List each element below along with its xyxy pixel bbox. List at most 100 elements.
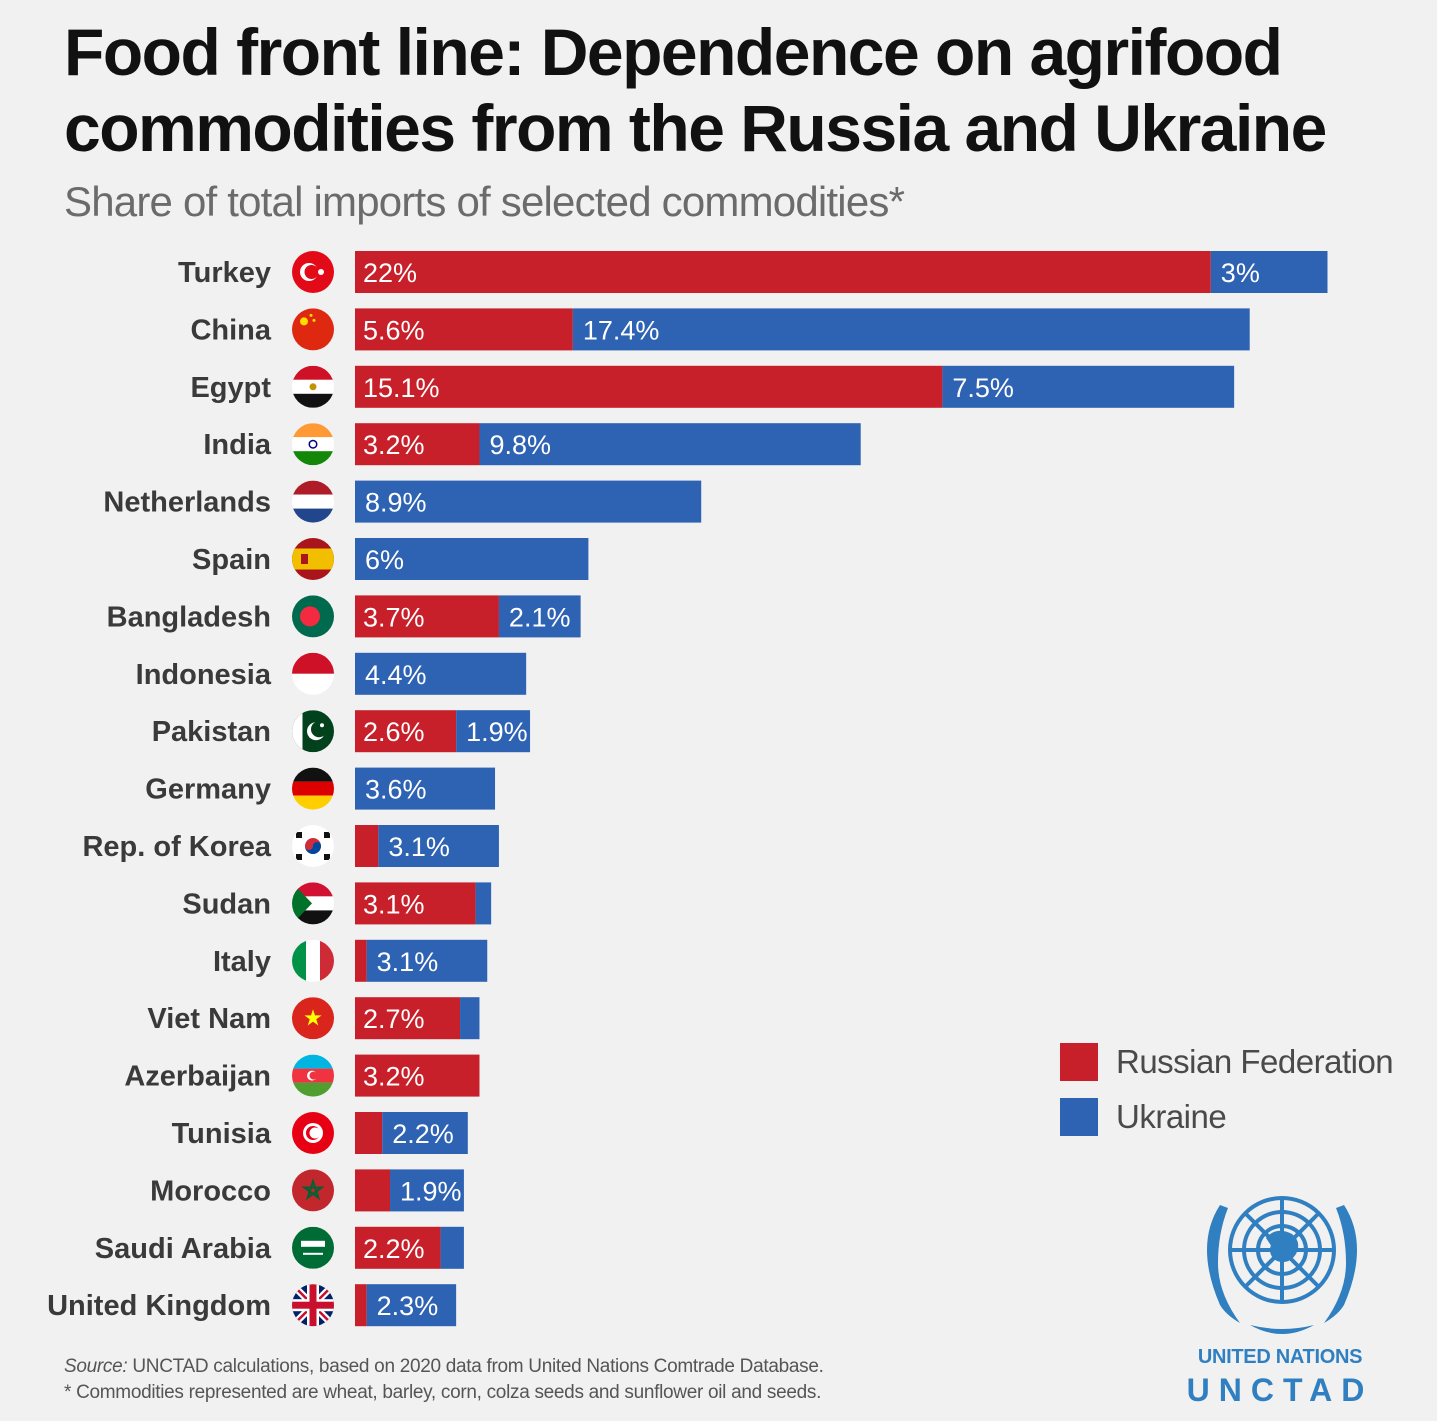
bar-ukraine-bangladesh: [498, 595, 581, 638]
bar-ukraine-sudan: [475, 882, 492, 925]
legend-item-russia: Russian Federation: [1060, 1034, 1394, 1089]
bangladesh-flag-icon: [292, 595, 334, 638]
data-label-ukraine-germany: 3.6%: [365, 775, 427, 805]
data-label-ukraine-pakistan: 1.9%: [466, 717, 528, 747]
bar-russia-egypt: [355, 365, 943, 408]
bar-ukraine-india: [479, 423, 861, 466]
netherlands-flag-icon: [292, 480, 334, 523]
data-label-ukraine-bangladesh: 2.1%: [509, 602, 571, 632]
uk-flag-icon: [292, 1284, 334, 1327]
bar-ukraine-indonesia: [355, 652, 527, 695]
country-label-sudan: Sudan: [182, 888, 271, 920]
country-label-italy: Italy: [213, 946, 271, 978]
un-emblem-icon: [1207, 1196, 1357, 1334]
country-label-turkey: Turkey: [178, 257, 271, 289]
bar-russia-viet-nam: [355, 997, 461, 1040]
source-note: Source: UNCTAD calculations, based on 20…: [64, 1356, 824, 1378]
bar-ukraine-pakistan: [456, 710, 531, 753]
legend-swatch-ukraine: [1060, 1097, 1098, 1136]
footnote: * Commodities represented are wheat, bar…: [64, 1382, 822, 1403]
bar-ukraine-netherlands: [355, 480, 702, 523]
unctad-acronym: UNCTAD: [1186, 1372, 1374, 1408]
data-label-russia-india: 3.2%: [363, 430, 425, 460]
country-label-indonesia: Indonesia: [136, 659, 272, 691]
bar-russia-united-kingdom: [355, 1284, 367, 1327]
bar-ukraine-egypt: [942, 365, 1235, 408]
data-label-russia-turkey: 22%: [363, 258, 417, 288]
data-label-russia-sudan: 3.1%: [363, 889, 425, 919]
vietnam-flag-icon: [292, 997, 334, 1040]
bar-ukraine-spain: [355, 538, 589, 580]
spain-flag-icon: [292, 538, 334, 580]
country-label-bangladesh: Bangladesh: [107, 601, 271, 633]
egypt-flag-icon: [292, 365, 334, 408]
data-label-ukraine-tunisia: 2.2%: [392, 1119, 454, 1149]
saudi-arabia-flag-icon: [292, 1226, 334, 1269]
bar-russia-rep-of-korea: [355, 825, 379, 867]
bar-ukraine-united-kingdom: [366, 1284, 457, 1327]
data-label-russia-azerbaijan: 3.2%: [363, 1062, 425, 1092]
bar-russia-india: [355, 423, 480, 466]
bar-ukraine-tunisia: [382, 1112, 468, 1154]
morocco-flag-icon: [292, 1169, 334, 1212]
stacked-bar-chart: Turkey 22% 3% China 5.6% 17.4% Egypt 15.1% 7.5% I…: [47, 251, 1328, 1327]
un-name: UNITED NATIONS: [1197, 1346, 1363, 1368]
pakistan-flag-icon: [292, 710, 334, 753]
data-label-russia-viet-nam: 2.7%: [363, 1004, 425, 1034]
country-label-united-kingdom: United Kingdom: [47, 1290, 271, 1322]
country-label-pakistan: Pakistan: [152, 716, 271, 748]
germany-flag-icon: [292, 767, 334, 810]
italy-flag-icon: [292, 939, 334, 982]
bar-russia-sudan: [355, 882, 476, 925]
bar-ukraine-china: [572, 308, 1250, 351]
data-label-ukraine-spain: 6%: [365, 545, 404, 575]
data-label-ukraine-egypt: 7.5%: [952, 373, 1014, 403]
country-label-viet-nam: Viet Nam: [147, 1003, 271, 1035]
data-label-russia-bangladesh: 3.7%: [363, 602, 425, 632]
country-label-saudi-arabia: Saudi Arabia: [95, 1233, 272, 1265]
country-label-china: China: [190, 314, 271, 346]
bar-ukraine-germany: [355, 767, 496, 810]
chart-title: Food front line: Dependence on agrifood …: [64, 15, 1327, 165]
bar-russia-italy: [355, 939, 367, 982]
data-label-ukraine-india: 9.8%: [489, 430, 551, 460]
legend-label-russia: Russian Federation: [1116, 1042, 1394, 1080]
bar-ukraine-saudi-arabia: [440, 1226, 464, 1269]
data-label-ukraine-united-kingdom: 2.3%: [377, 1291, 439, 1321]
data-label-ukraine-rep-of-korea: 3.1%: [388, 832, 450, 862]
data-label-ukraine-china: 17.4%: [583, 315, 660, 345]
country-label-spain: Spain: [192, 544, 271, 576]
bar-russia-tunisia: [355, 1112, 383, 1154]
data-label-russia-egypt: 15.1%: [363, 373, 440, 403]
legend-label-ukraine: Ukraine: [1116, 1097, 1227, 1135]
china-flag-icon: [292, 308, 334, 351]
tunisia-flag-icon: [292, 1112, 334, 1154]
bar-ukraine-italy: [366, 939, 488, 982]
country-label-tunisia: Tunisia: [172, 1118, 272, 1150]
country-label-azerbaijan: Azerbaijan: [124, 1061, 271, 1093]
data-label-russia-pakistan: 2.6%: [363, 717, 425, 747]
source-label: Source:: [64, 1356, 128, 1377]
data-label-ukraine-italy: 3.1%: [377, 947, 439, 977]
legend-item-ukraine: Ukraine: [1060, 1089, 1393, 1144]
country-label-rep-of-korea: Rep. of Korea: [82, 831, 271, 863]
data-label-russia-china: 5.6%: [363, 315, 425, 345]
data-label-ukraine-indonesia: 4.4%: [365, 660, 427, 690]
bar-russia-china: [355, 308, 573, 351]
legend-swatch-russia: [1060, 1042, 1098, 1081]
country-label-netherlands: Netherlands: [103, 487, 271, 519]
turkey-flag-icon: [292, 251, 334, 293]
legend: Russian Federation Ukraine: [1060, 1034, 1394, 1144]
bar-ukraine-viet-nam: [460, 997, 480, 1040]
india-flag-icon: [292, 423, 334, 466]
country-label-morocco: Morocco: [150, 1175, 271, 1207]
data-label-ukraine-morocco: 1.9%: [400, 1176, 462, 1206]
sudan-flag-icon: [292, 882, 334, 925]
indonesia-flag-icon: [292, 652, 334, 695]
bar-russia-morocco: [355, 1169, 391, 1212]
chart-subtitle: Share of total imports of selected commo…: [64, 178, 905, 225]
country-label-germany: Germany: [145, 774, 271, 806]
data-label-ukraine-turkey: 3%: [1221, 258, 1260, 288]
country-label-india: India: [203, 429, 272, 461]
bar-russia-saudi-arabia: [355, 1226, 441, 1269]
